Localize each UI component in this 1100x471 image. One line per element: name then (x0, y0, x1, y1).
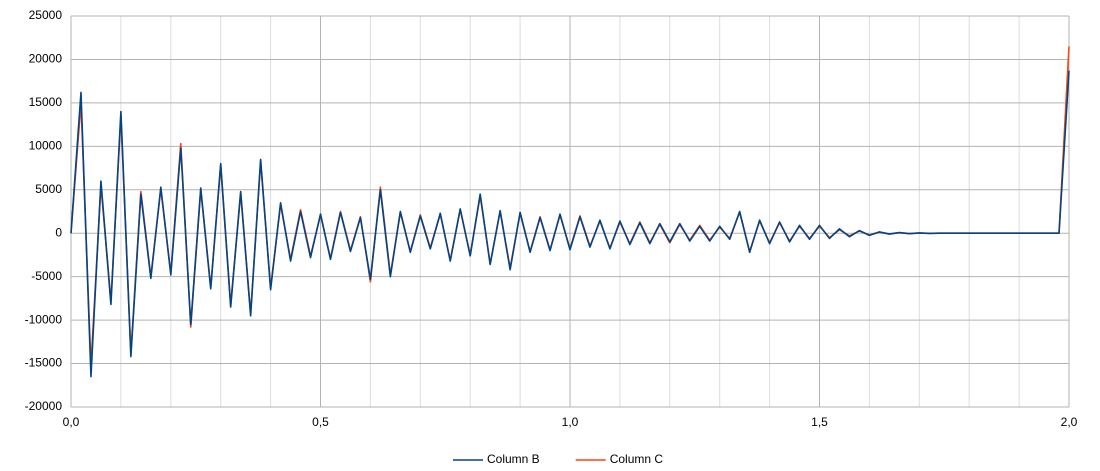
legend-label: Column B (487, 452, 540, 466)
series-line (70, 70, 1070, 378)
legend-label: Column C (610, 452, 664, 466)
y-tick-label: -15000 (25, 356, 63, 370)
y-tick-label: 10000 (29, 139, 63, 153)
y-tick-label: 20000 (29, 52, 63, 66)
y-tick-label: 15000 (29, 95, 63, 109)
y-tick-label: 0 (55, 225, 62, 239)
x-tick-label: 0,5 (312, 415, 329, 429)
y-tick-label: 5000 (35, 182, 62, 196)
x-tick-label: 0,0 (63, 415, 80, 429)
x-tick-label: 1,5 (811, 415, 828, 429)
x-tick-label: 2,0 (1061, 415, 1078, 429)
y-tick-label: -5000 (31, 269, 62, 283)
x-tick-label: 1,0 (562, 415, 579, 429)
y-tick-label: 25000 (29, 8, 63, 22)
y-tick-label: -10000 (25, 312, 63, 326)
y-tick-label: -20000 (25, 399, 63, 413)
